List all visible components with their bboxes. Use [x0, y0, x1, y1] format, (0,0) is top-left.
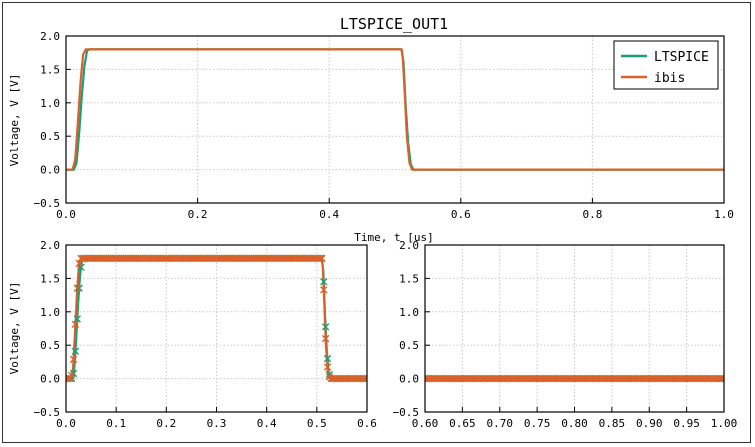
- series-group: [66, 254, 367, 383]
- x-tick-label: 0.65: [449, 417, 476, 430]
- series-marker: [321, 323, 330, 331]
- y-tick-label: −0.5: [34, 406, 61, 419]
- y-axis-label-top: Voltage, V [V]: [8, 74, 21, 167]
- axes-box: [424, 244, 725, 413]
- y-tick-label: 0.0: [399, 373, 419, 386]
- legend-box: [613, 40, 719, 90]
- series-marker: [361, 374, 367, 383]
- series-marker: [320, 286, 328, 294]
- x-tick-label: 0.2: [188, 208, 208, 221]
- series-marker: [67, 371, 76, 380]
- x-tick-label: 0.90: [636, 417, 663, 430]
- x-tick-label: 0.4: [319, 208, 339, 221]
- x-tick-label: 0.6: [451, 208, 471, 221]
- x-tick-label: 0.75: [524, 417, 551, 430]
- y-tick-label: 2.0: [399, 239, 419, 252]
- plot-bottom-left: 0.0 0.1 0.2 0.3 0.4 0.5 0.6−0.50.00.51.01.52.0: [34, 239, 377, 430]
- x-tick-label: 0.6: [357, 417, 377, 430]
- y-tick-label: 1.0: [40, 97, 60, 110]
- y-tick-label: 1.0: [399, 306, 419, 319]
- axes-box: [65, 244, 368, 413]
- x-tick-label: 0.2: [156, 417, 176, 430]
- legend-label-ltspice: LTSPICE: [654, 50, 709, 65]
- y-tick-label: 1.0: [40, 306, 60, 319]
- x-tick-label: 0.4: [257, 417, 277, 430]
- x-tick-label: 0.5: [307, 417, 327, 430]
- y-tick-label: −0.5: [34, 197, 61, 210]
- plot-top: 0.0 0.2 0.4 0.6 0.8 1.0−0.50.00.51.01.52.0LTS…: [34, 30, 734, 221]
- y-tick-label: 1.5: [40, 63, 60, 76]
- y-axis-label-bottom: Voltage, V [V]: [8, 282, 21, 375]
- x-tick-label: 0.60: [412, 417, 439, 430]
- y-tick-label: 0.0: [40, 373, 60, 386]
- y-tick-label: 1.5: [399, 272, 419, 285]
- x-tick-label: 0.80: [561, 417, 588, 430]
- legend-label-ibis: ibis: [654, 71, 685, 86]
- y-tick-label: 0.5: [399, 339, 419, 352]
- x-tick-label: 0.0: [56, 417, 76, 430]
- series-marker: [320, 278, 328, 286]
- x-tick-label: 0.85: [599, 417, 626, 430]
- x-tick-label: 0.70: [487, 417, 514, 430]
- series-marker: [75, 284, 83, 292]
- series-marker: [77, 263, 85, 272]
- series-marker: [720, 374, 724, 383]
- x-tick-label: 1.0: [714, 208, 734, 221]
- x-axis-label: Time, t [us]: [354, 231, 433, 244]
- series-markers-ibis: [425, 374, 724, 383]
- series-marker: [69, 355, 78, 364]
- series-marker: [321, 334, 330, 343]
- x-tick-label: 1.00: [711, 417, 738, 430]
- series-group: [425, 374, 724, 383]
- y-tick-label: 0.0: [40, 164, 60, 177]
- axes-box: [65, 35, 725, 204]
- series-marker: [318, 254, 326, 263]
- series-markers-ibis: [66, 254, 367, 383]
- y-tick-label: 2.0: [40, 30, 60, 43]
- series-marker: [718, 374, 724, 383]
- legend: LTSPICE ibis: [613, 40, 719, 90]
- series-marker: [323, 363, 332, 371]
- series-marker: [323, 354, 332, 363]
- x-tick-label: 0.0: [56, 208, 76, 221]
- x-tick-label: 0.3: [207, 417, 227, 430]
- y-tick-label: 0.5: [40, 339, 60, 352]
- chart-title: LTSPICE_OUT1: [340, 15, 448, 33]
- series-marker: [316, 254, 324, 263]
- y-tick-label: 2.0: [40, 239, 60, 252]
- series-marker: [363, 374, 367, 383]
- plot-bottom-right: 0.60 0.65 0.70 0.75 0.80 0.85 0.90 0.95 1.00 −0.5…: [393, 239, 738, 430]
- x-tick-label: 0.8: [582, 208, 602, 221]
- series-marker: [73, 284, 81, 292]
- x-tick-label: 0.95: [673, 417, 700, 430]
- series-marker: [71, 320, 80, 329]
- y-tick-label: 0.5: [40, 130, 60, 143]
- series-line-ibis: [66, 48, 724, 171]
- y-tick-label: 1.5: [40, 272, 60, 285]
- series-group: [66, 48, 724, 171]
- series-marker: [71, 347, 80, 355]
- series-marker: [73, 315, 81, 323]
- y-tick-label: −0.5: [393, 406, 420, 419]
- x-tick-label: 0.1: [106, 417, 126, 430]
